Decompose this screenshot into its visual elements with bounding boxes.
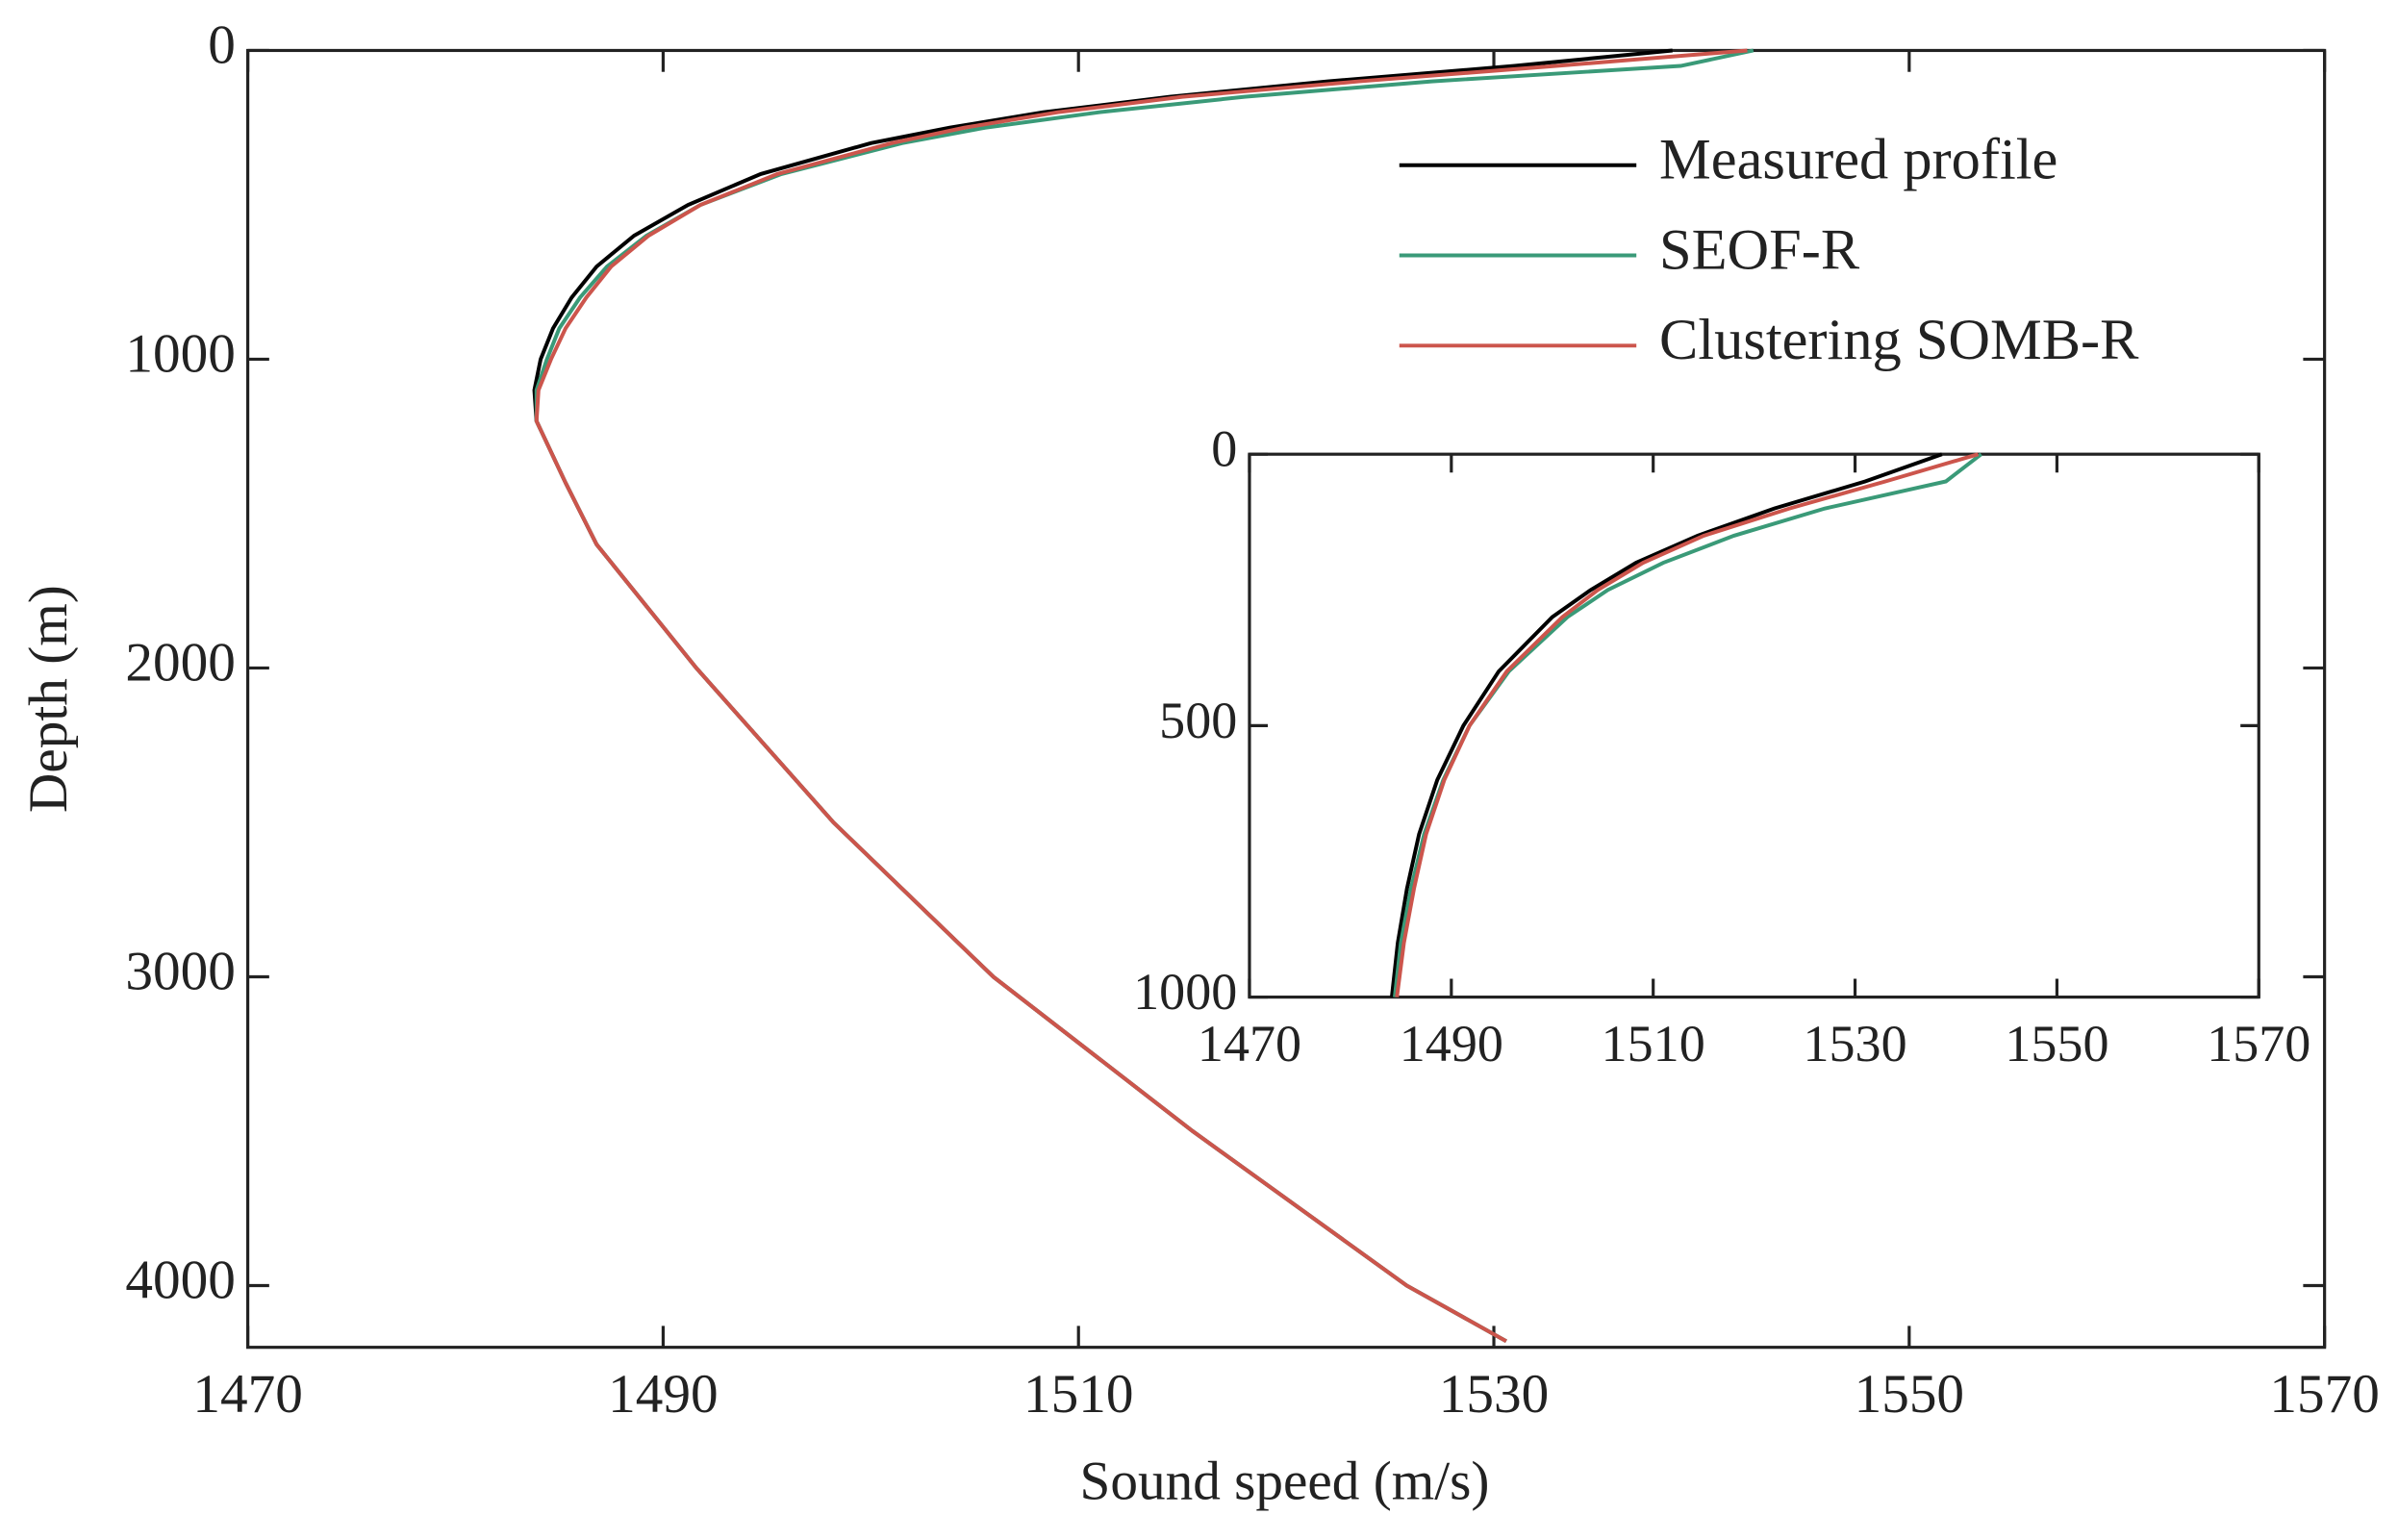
legend-label: Clustering SOMB-R [1659, 308, 2139, 372]
x-tick-label: 1530 [1439, 1364, 1549, 1425]
y-axis-label: Depth (m) [18, 585, 79, 813]
profile-line [1393, 452, 1982, 997]
y-tick-label: 4000 [125, 1250, 235, 1311]
legend-label: Measured profile [1659, 128, 2057, 192]
y-tick-label: 1000 [125, 324, 235, 385]
y-tick-label: 500 [1159, 692, 1237, 749]
x-tick-label: 1490 [608, 1364, 718, 1425]
legend-label: SEOF-R [1659, 217, 1860, 282]
profile-line [1395, 452, 1980, 997]
y-tick-label: 3000 [125, 942, 235, 1002]
x-tick-label: 1530 [1804, 1015, 1907, 1073]
y-tick-label: 0 [1211, 420, 1237, 478]
x-axis-label: Sound speed (m/s) [1080, 1451, 1490, 1511]
y-tick-label: 2000 [125, 633, 235, 694]
x-tick-label: 1550 [1855, 1364, 1964, 1425]
profile-line [534, 48, 1748, 1344]
x-tick-label: 1570 [2207, 1015, 2310, 1073]
profile-line [1390, 452, 1943, 997]
x-tick-label: 1470 [1198, 1015, 1301, 1073]
x-tick-label: 1550 [2005, 1015, 2108, 1073]
plot-frame [246, 48, 2327, 1350]
x-tick-label: 1490 [1400, 1015, 1503, 1073]
y-tick-label: 1000 [1133, 963, 1237, 1021]
x-tick-label: 1510 [1023, 1364, 1133, 1425]
profile-line [532, 48, 1673, 1344]
x-tick-label: 1470 [192, 1364, 302, 1425]
y-tick-label: 0 [208, 15, 236, 76]
x-tick-label: 1570 [2269, 1364, 2379, 1425]
x-tick-label: 1510 [1602, 1015, 1705, 1073]
